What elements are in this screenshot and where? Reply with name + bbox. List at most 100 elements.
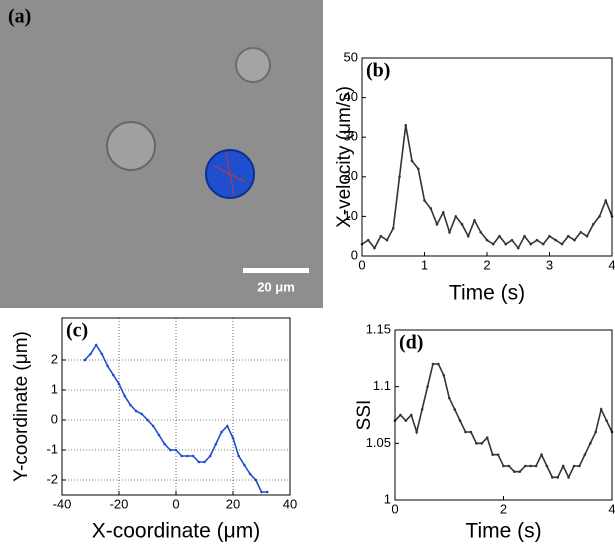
data-point	[151, 424, 155, 428]
data-point	[529, 242, 533, 246]
plot-frame	[394, 329, 613, 501]
micrograph	[0, 0, 323, 308]
data-point	[169, 448, 172, 452]
y-tick-label: 1.1	[373, 378, 391, 393]
data-point	[485, 238, 489, 242]
panel-label: (a)	[8, 6, 31, 28]
data-point	[535, 238, 539, 242]
y-tick-label: -1	[46, 441, 58, 456]
data-point	[585, 234, 589, 238]
y-tick-label: -2	[46, 471, 58, 486]
chart: -40 -20 0 20 40 -2 -1 0 1 2 (c) X-coordinate (μm) Y-…	[11, 317, 297, 543]
x-tick-label: 2	[483, 257, 490, 272]
data-point	[523, 234, 526, 238]
data-point	[599, 408, 603, 411]
data-point	[591, 223, 595, 226]
data-point	[485, 436, 489, 439]
data-point	[265, 490, 269, 494]
y-tick-label: 10	[344, 208, 358, 223]
data-point	[548, 234, 551, 238]
data-point	[554, 238, 558, 242]
data-point	[534, 464, 538, 468]
data-point	[191, 454, 195, 458]
data-point	[513, 470, 516, 473]
data-point	[89, 352, 92, 356]
data-point	[129, 403, 132, 407]
y-tick-label: 1	[384, 491, 391, 506]
x-axis-label: Time (s)	[449, 282, 525, 305]
data-point	[174, 448, 178, 452]
data-point	[237, 454, 240, 458]
data-point	[480, 442, 484, 445]
data-point	[466, 234, 470, 238]
data-point	[473, 219, 476, 222]
data-point	[134, 409, 138, 413]
data-point	[475, 442, 478, 445]
data-point	[561, 464, 565, 468]
data-point	[460, 223, 464, 226]
data-point	[373, 246, 376, 250]
y-axis-label: Y-coordinate (μm)	[11, 331, 32, 482]
data-point	[605, 419, 608, 422]
data-point	[498, 234, 501, 238]
data-point	[248, 472, 252, 476]
panel-label: (c)	[66, 320, 88, 342]
data-point	[140, 412, 144, 416]
data-point	[197, 460, 201, 464]
data-point	[203, 460, 206, 464]
cell	[106, 121, 156, 171]
x-tick-label: 40	[283, 496, 297, 511]
y-tick-label: 2	[51, 351, 58, 366]
data-point	[454, 215, 458, 218]
data-point	[510, 238, 514, 242]
data-point	[579, 230, 583, 234]
data-point	[556, 476, 560, 479]
data-point	[391, 226, 395, 230]
data-point	[502, 464, 505, 468]
data-point	[399, 413, 402, 417]
data-point	[220, 430, 223, 434]
x-tick-label: 2	[500, 501, 507, 516]
data-point	[398, 175, 401, 179]
data-point	[208, 454, 212, 458]
data-point	[435, 223, 439, 226]
y-axis-label: SSI	[354, 400, 375, 431]
chart: 0 2 4 1 1.05 1.1 1.15 (d) Time (s) SSI	[354, 321, 615, 542]
data-point	[437, 362, 440, 366]
data-point	[83, 358, 87, 362]
y-tick-label: 0	[351, 247, 358, 262]
data-point	[231, 436, 235, 440]
data-point	[479, 230, 483, 234]
panel-label: (d)	[399, 332, 423, 354]
data-point	[518, 470, 522, 473]
data-point	[560, 242, 564, 246]
x-axis-label: X-coordinate (μm)	[92, 520, 260, 543]
y-tick-label: 1	[51, 381, 58, 396]
x-axis-label: Time (s)	[465, 520, 541, 543]
data-point	[507, 464, 511, 468]
x-tick-label: -20	[110, 496, 129, 511]
data-point	[551, 476, 554, 479]
data-point	[366, 238, 370, 242]
data-point	[583, 453, 587, 456]
data-point	[464, 430, 467, 434]
data-point	[410, 159, 414, 163]
data-point	[186, 454, 189, 458]
data-point	[409, 413, 413, 417]
x-tick-label: 1	[421, 257, 428, 272]
x-tick-label: 0	[358, 257, 365, 272]
data-point	[404, 419, 408, 422]
data-point	[415, 430, 419, 434]
plot-frame	[61, 317, 291, 496]
data-point	[420, 408, 424, 411]
data-point	[598, 215, 601, 218]
data-point	[214, 442, 218, 446]
data-point	[491, 453, 494, 456]
data-point	[385, 238, 389, 242]
data-point	[540, 453, 543, 456]
scale-bar-label: 20 μm	[257, 279, 295, 294]
data-point	[260, 490, 263, 494]
data-point	[516, 246, 520, 250]
